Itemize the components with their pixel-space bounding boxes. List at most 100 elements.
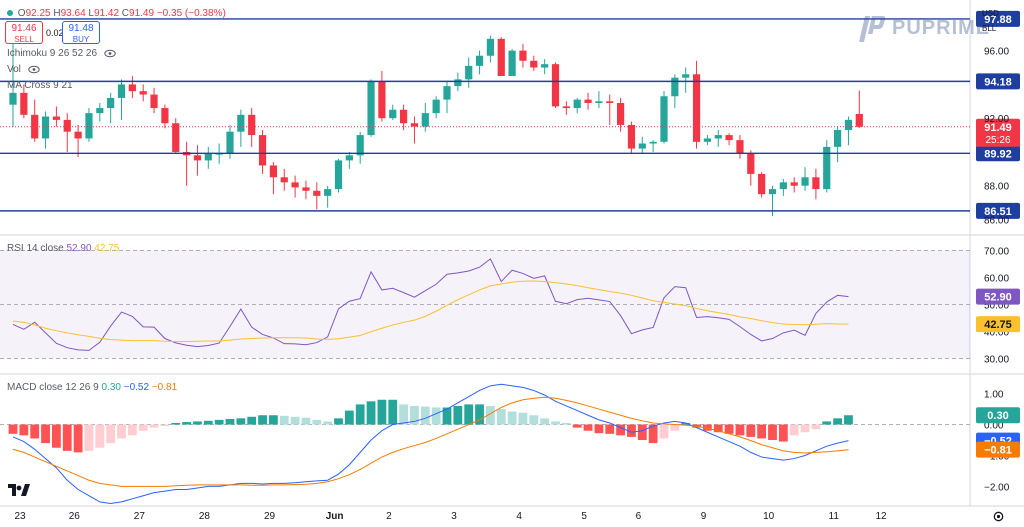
sell-button[interactable]: 91.46 SELL bbox=[5, 21, 43, 44]
macd-histogram-bar bbox=[410, 405, 419, 425]
macd-histogram-bar bbox=[822, 421, 832, 425]
time-axis-label: 26 bbox=[69, 511, 81, 522]
macd-histogram-bar bbox=[30, 424, 40, 439]
candle-body bbox=[465, 65, 473, 80]
macd-histogram-bar bbox=[551, 421, 560, 425]
macd-histogram-bar bbox=[431, 407, 441, 425]
macd-histogram-bar bbox=[95, 424, 105, 448]
macd-histogram-bar bbox=[279, 415, 289, 425]
rsi-tick-label: 40.00 bbox=[984, 328, 1009, 339]
candle-body bbox=[410, 123, 419, 127]
ma-cross-label-text: MA Cross 9 21 bbox=[7, 80, 73, 91]
macd-histogram-bar bbox=[73, 424, 83, 453]
high-label: H bbox=[53, 8, 61, 19]
macd-label: MACD close 12 26 9 bbox=[7, 382, 99, 393]
macd-hist-tag-label: 0.30 bbox=[987, 410, 1008, 422]
candle-body bbox=[443, 86, 451, 100]
high-value: 93.64 bbox=[60, 8, 86, 19]
macd-histogram-bar bbox=[811, 424, 821, 430]
candle-body bbox=[801, 177, 809, 186]
macd-histogram-bar bbox=[768, 424, 777, 440]
macd-histogram-bar bbox=[258, 415, 267, 425]
price-tick-label: 88.00 bbox=[984, 182, 1009, 193]
rsi-line bbox=[12, 258, 849, 351]
ma-cross-indicator-label[interactable]: MA Cross 9 21 bbox=[7, 80, 73, 92]
time-axis-label: 27 bbox=[134, 511, 146, 522]
candle-body bbox=[96, 108, 104, 114]
time-axis-label: 2 bbox=[386, 511, 392, 522]
candle-body bbox=[52, 116, 60, 120]
eye-icon[interactable] bbox=[27, 65, 40, 74]
candle-body bbox=[107, 97, 115, 109]
macd-histogram-bar bbox=[160, 424, 170, 427]
candle-body bbox=[758, 173, 766, 195]
macd-tick-label: −2.00 bbox=[984, 482, 1010, 493]
tradingview-logo bbox=[8, 484, 30, 503]
macd-histogram-bar bbox=[193, 421, 202, 425]
candle-body bbox=[389, 109, 397, 119]
time-axis-label: 4 bbox=[516, 511, 522, 522]
candle-body bbox=[714, 135, 722, 139]
macd-histogram-bar bbox=[269, 415, 278, 425]
candle-body bbox=[226, 131, 234, 154]
candle-body bbox=[302, 187, 310, 191]
macd-histogram-bar bbox=[203, 420, 213, 425]
rsi-legend[interactable]: RSI 14 close 52.90 42.75 bbox=[7, 243, 119, 255]
macd-histogram-bar bbox=[62, 424, 72, 451]
macd-histogram-bar bbox=[117, 424, 126, 439]
macd-histogram-bar bbox=[496, 409, 506, 425]
eye-icon[interactable] bbox=[104, 49, 116, 58]
candle-body bbox=[258, 135, 267, 166]
macd-histogram-bar bbox=[583, 424, 593, 431]
time-axis-label: 28 bbox=[199, 511, 211, 522]
macd-histogram-bar bbox=[800, 424, 810, 433]
macd-legend[interactable]: MACD close 12 26 9 0.30 −0.52 −0.81 bbox=[7, 382, 177, 394]
macd-histogram-bar bbox=[214, 419, 224, 425]
macd-histogram-bar bbox=[605, 424, 615, 434]
macd-signal-line bbox=[12, 396, 849, 487]
settings-gear-icon[interactable] bbox=[992, 510, 1005, 523]
candle-body bbox=[193, 155, 202, 161]
rsi-tick-label: 70.00 bbox=[984, 247, 1009, 258]
vol-indicator-label[interactable]: Vol bbox=[7, 64, 40, 76]
puprime-logo-icon bbox=[859, 16, 886, 42]
tradingview-logo-icon bbox=[8, 484, 30, 496]
macd-histogram-bar bbox=[236, 418, 246, 425]
price-level-label: 89.92 bbox=[984, 148, 1012, 160]
ichimoku-indicator-label[interactable]: Ichimoku 9 26 52 26 bbox=[7, 48, 116, 60]
candle-body bbox=[367, 81, 375, 136]
price-level-tag bbox=[976, 145, 1020, 162]
unit-selector[interactable]: BLL bbox=[982, 24, 997, 33]
time-axis-label: Jun bbox=[326, 511, 344, 522]
candle-body bbox=[617, 102, 625, 125]
time-axis-label: 10 bbox=[763, 511, 775, 522]
candle-body bbox=[150, 94, 158, 109]
macd-histogram-bar bbox=[366, 401, 376, 425]
candle-body bbox=[638, 143, 646, 149]
macd-histogram-bar bbox=[442, 407, 452, 425]
macd-histogram-bar bbox=[399, 404, 408, 425]
macd-tick-label: 0.00 bbox=[984, 421, 1004, 432]
candle-body bbox=[432, 99, 440, 114]
candle-body bbox=[9, 92, 17, 105]
buy-button[interactable]: 91.48 BUY bbox=[62, 21, 100, 44]
change-value: −0.35 (−0.38%) bbox=[156, 8, 226, 19]
macd-histogram-bar bbox=[670, 424, 680, 431]
candle-body bbox=[790, 182, 798, 186]
candle-body bbox=[41, 116, 50, 139]
macd-histogram-bar bbox=[724, 424, 734, 434]
macd-histogram-bar bbox=[518, 412, 528, 425]
candle-body bbox=[779, 182, 787, 190]
candle-body bbox=[204, 153, 212, 161]
currency-selector[interactable]: USD bbox=[982, 9, 999, 18]
rsi-ma-tag-label: 42.75 bbox=[984, 319, 1012, 331]
macd-histogram-bar bbox=[301, 417, 311, 425]
macd-histogram-bar bbox=[225, 418, 235, 425]
macd-histogram-bar bbox=[735, 424, 745, 436]
candle-body bbox=[172, 123, 180, 152]
macd-histogram-bar bbox=[757, 424, 767, 439]
open-value: 92.25 bbox=[25, 8, 51, 19]
candle-body bbox=[313, 190, 321, 196]
candle-body bbox=[844, 119, 853, 131]
